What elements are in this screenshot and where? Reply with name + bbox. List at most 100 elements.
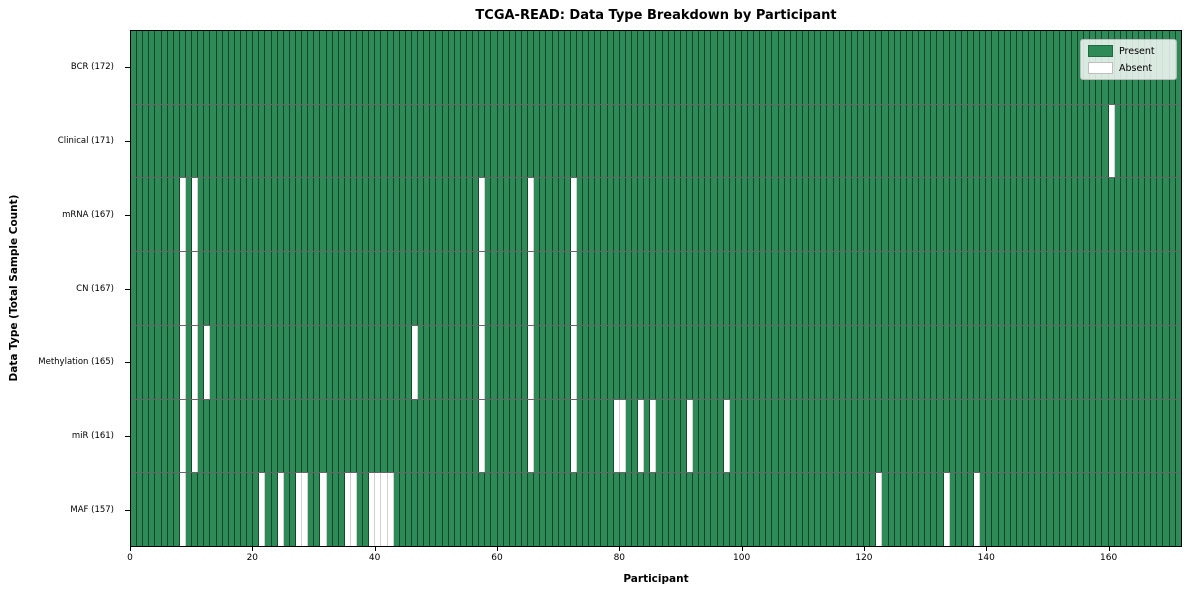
heatmap-cell bbox=[851, 178, 859, 252]
heatmap-cell bbox=[803, 178, 810, 252]
heatmap-cell bbox=[247, 104, 254, 178]
heatmap-cell bbox=[1090, 178, 1097, 252]
heatmap-cell bbox=[491, 473, 498, 547]
heatmap-cell bbox=[1175, 473, 1181, 547]
heatmap-cell bbox=[1090, 399, 1097, 473]
heatmap-cell bbox=[173, 104, 180, 178]
heatmap-cell bbox=[143, 473, 150, 547]
heatmap-cell bbox=[882, 31, 889, 104]
x-tick-label: 0 bbox=[127, 553, 133, 563]
heatmap-cell bbox=[1120, 325, 1127, 399]
heatmap-cell bbox=[656, 104, 663, 178]
present-swatch bbox=[1088, 45, 1113, 57]
heatmap-cell bbox=[705, 31, 712, 104]
heatmap-cell bbox=[204, 178, 211, 252]
heatmap-cell bbox=[729, 399, 736, 473]
heatmap-cell bbox=[625, 325, 632, 399]
heatmap-cell bbox=[601, 178, 608, 252]
x-tick-mark bbox=[496, 547, 498, 551]
heatmap-cell bbox=[735, 104, 742, 178]
heatmap-cell bbox=[534, 31, 541, 104]
heatmap-cell bbox=[485, 252, 492, 325]
heatmap-cell bbox=[650, 178, 657, 252]
heatmap-cell bbox=[748, 252, 755, 325]
heatmap-cell bbox=[283, 178, 290, 252]
heatmap-cell bbox=[564, 399, 571, 473]
heatmap-cell bbox=[888, 325, 895, 399]
y-tick-label-Methylation: Methylation (165) bbox=[38, 357, 114, 368]
heatmap-cell bbox=[454, 473, 461, 547]
heatmap-row-MAF bbox=[131, 473, 1181, 547]
heatmap-cell bbox=[277, 473, 284, 547]
heatmap-cell bbox=[375, 252, 382, 325]
heatmap-cell bbox=[949, 399, 956, 473]
heatmap-cell bbox=[454, 252, 461, 325]
heatmap-cell bbox=[668, 473, 675, 547]
heatmap-cell bbox=[399, 473, 406, 547]
heatmap-cell bbox=[723, 473, 730, 547]
heatmap-cell bbox=[509, 399, 516, 473]
heatmap-cell bbox=[314, 473, 321, 547]
heatmap-cell bbox=[393, 104, 400, 178]
heatmap-cell bbox=[497, 178, 504, 252]
heatmap-cell bbox=[913, 178, 920, 252]
heatmap-cell bbox=[1108, 399, 1115, 473]
heatmap-cell bbox=[143, 252, 150, 325]
heatmap-cell bbox=[1065, 399, 1072, 473]
heatmap-cell bbox=[833, 252, 840, 325]
heatmap-cell bbox=[369, 325, 376, 399]
heatmap-cell bbox=[870, 178, 877, 252]
heatmap-cell bbox=[240, 104, 248, 178]
heatmap-cell bbox=[1145, 252, 1152, 325]
heatmap-cell bbox=[1163, 473, 1170, 547]
legend: Present Absent bbox=[1080, 39, 1177, 80]
heatmap-cell bbox=[980, 252, 987, 325]
heatmap-cell bbox=[601, 104, 608, 178]
heatmap-cell bbox=[271, 325, 278, 399]
heatmap-cell bbox=[986, 104, 993, 178]
heatmap-cell bbox=[650, 31, 657, 104]
heatmap-cell bbox=[711, 399, 718, 473]
heatmap-cell bbox=[485, 31, 492, 104]
heatmap-cell bbox=[131, 399, 138, 473]
heatmap-cell bbox=[436, 31, 443, 104]
heatmap-cell bbox=[570, 252, 577, 325]
heatmap-cell bbox=[173, 252, 180, 325]
heatmap-cell bbox=[815, 252, 822, 325]
heatmap-cell bbox=[485, 473, 492, 547]
heatmap-cell bbox=[460, 325, 468, 399]
heatmap-cell bbox=[595, 252, 602, 325]
heatmap-cell bbox=[656, 399, 663, 473]
heatmap-cell bbox=[393, 399, 400, 473]
heatmap-cell bbox=[143, 31, 150, 104]
heatmap-cell bbox=[363, 325, 370, 399]
heatmap-cell bbox=[656, 31, 663, 104]
heatmap-cell bbox=[1016, 104, 1023, 178]
heatmap-cell bbox=[888, 178, 895, 252]
y-axis-tick-labels: BCR (172) Clinical (171) mRNA (167) CN (167… bbox=[0, 30, 122, 547]
heatmap-cell bbox=[955, 104, 962, 178]
heatmap-cell bbox=[289, 252, 296, 325]
heatmap-cell bbox=[528, 325, 535, 399]
heatmap-cell bbox=[234, 399, 241, 473]
heatmap-cell bbox=[906, 178, 913, 252]
heatmap-cell bbox=[925, 31, 932, 104]
heatmap-cell bbox=[558, 104, 565, 178]
heatmap-cell bbox=[131, 178, 138, 252]
heatmap-cell bbox=[393, 178, 400, 252]
heatmap-cell bbox=[302, 178, 309, 252]
heatmap-cell bbox=[693, 104, 700, 178]
heatmap-cell bbox=[240, 399, 248, 473]
heatmap-cell bbox=[741, 473, 749, 547]
heatmap-cell bbox=[485, 178, 492, 252]
heatmap-cell bbox=[827, 325, 834, 399]
heatmap-cell bbox=[387, 473, 394, 547]
heatmap-cell bbox=[876, 325, 883, 399]
heatmap-cell bbox=[1139, 104, 1146, 178]
heatmap-cell bbox=[760, 178, 767, 252]
heatmap-cell bbox=[1132, 252, 1140, 325]
heatmap-cell bbox=[705, 178, 712, 252]
x-tick-label: 140 bbox=[977, 553, 995, 563]
heatmap-cell bbox=[283, 252, 290, 325]
heatmap-cell bbox=[1029, 399, 1036, 473]
